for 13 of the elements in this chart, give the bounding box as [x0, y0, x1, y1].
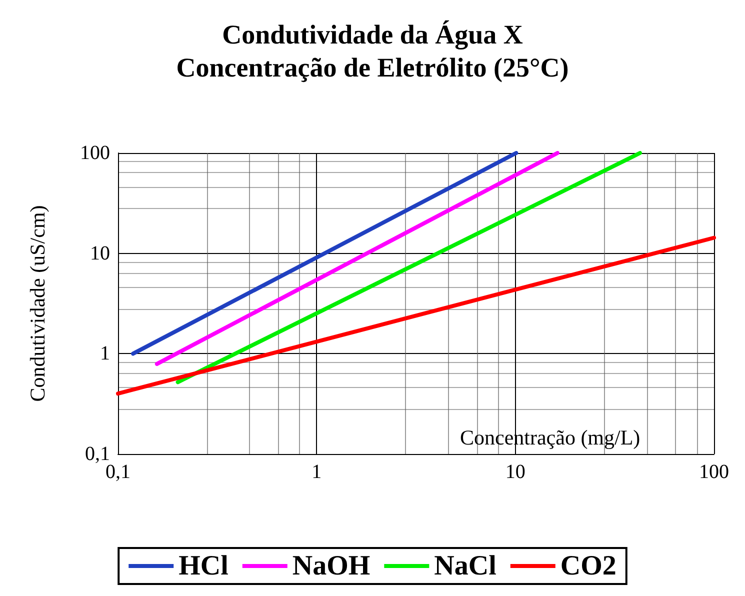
x-tick-label: 100	[699, 461, 729, 483]
x-tick-label: 10	[505, 461, 526, 483]
legend-label: CO2	[560, 550, 616, 582]
y-tick-label: 100	[80, 142, 110, 164]
legend-label: NaOH	[292, 550, 370, 582]
y-axis-title: Condutividade (uS/cm)	[26, 205, 50, 402]
chart-subtitle: Concentração de Eletrólito (25°C)	[176, 52, 569, 82]
x-tick-label: 1	[312, 461, 322, 483]
y-tick-label: 1	[100, 342, 110, 365]
legend-label: HCl	[178, 550, 229, 582]
legend-label: NaCl	[434, 550, 497, 582]
y-tick-label: 10	[90, 242, 110, 264]
chart-title: Condutividade da Água X	[222, 20, 524, 50]
